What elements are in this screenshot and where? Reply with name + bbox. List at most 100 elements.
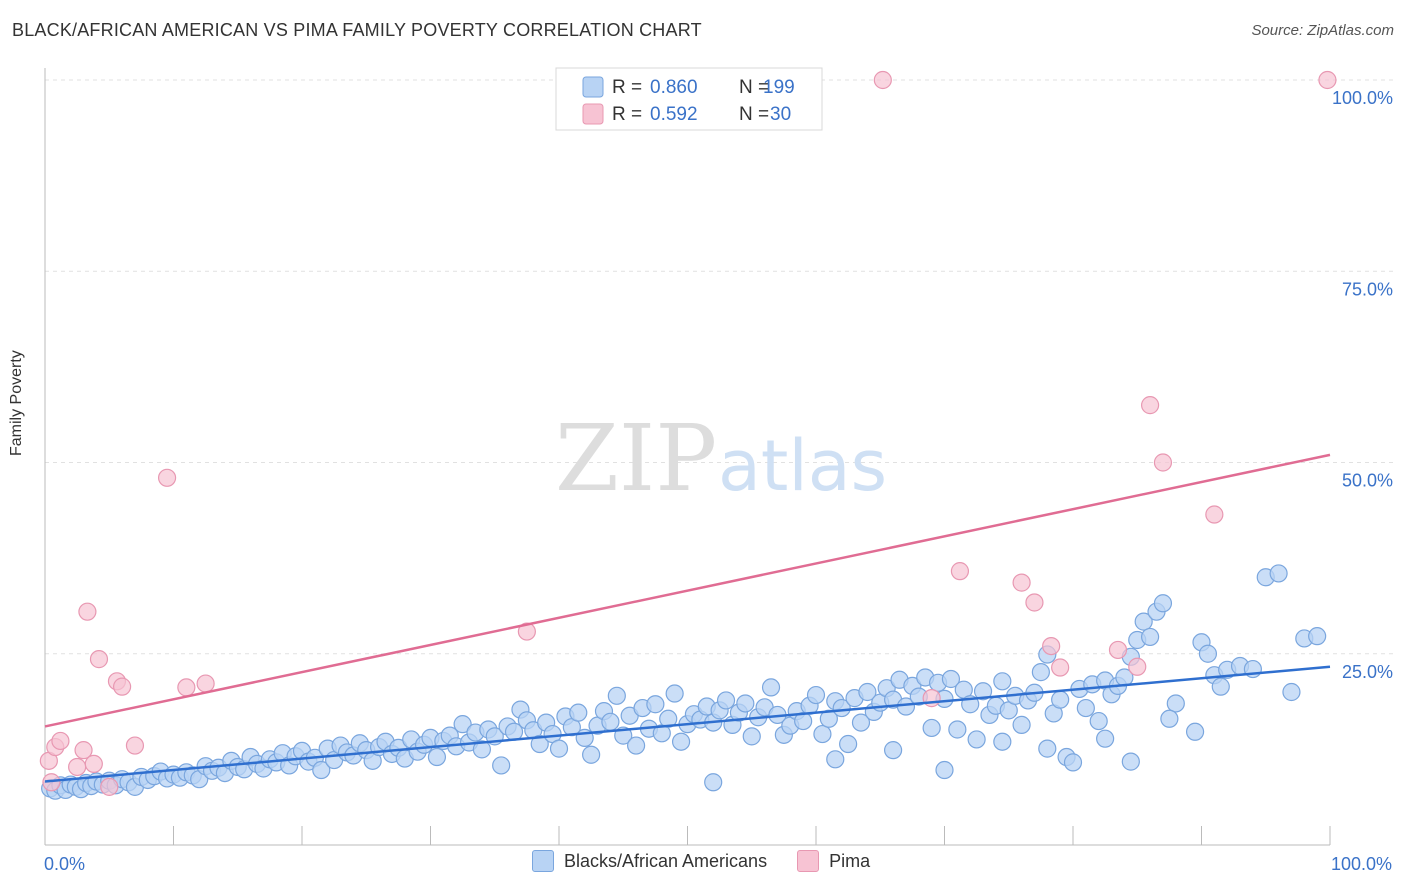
pima-point (68, 757, 87, 777)
blacks-trend-line (44, 665, 1331, 783)
watermark-atlas: atlas (718, 425, 887, 507)
blacks-point (530, 734, 549, 754)
blacks-point (1166, 694, 1185, 713)
blacks-point (1160, 709, 1179, 728)
blacks-point (761, 678, 781, 697)
pima-point (100, 777, 119, 796)
pima-point (1318, 70, 1337, 90)
blacks-point (1038, 739, 1057, 758)
legend-swatch-pink (582, 103, 604, 125)
y-tick-label-3: 100.0% (1332, 88, 1393, 108)
pima-point (1025, 593, 1044, 612)
blacks-point (967, 730, 986, 749)
blacks-point (839, 734, 858, 754)
blacks-point (1012, 715, 1031, 734)
grid-lines (45, 79, 1395, 655)
pima-point (177, 678, 196, 697)
blacks-point (453, 715, 472, 734)
legend-r-label-2: R = (612, 104, 642, 125)
blacks-point (1185, 722, 1205, 741)
blacks-point (716, 691, 736, 710)
x-tick-label-min: 0.0% (44, 854, 85, 874)
pima-point (517, 622, 536, 641)
legend-r-value-1: 0.860 (650, 77, 698, 98)
blacks-point (582, 745, 601, 764)
pima-point (42, 773, 61, 792)
blacks-point (935, 760, 954, 780)
blacks-point (1096, 729, 1115, 748)
legend-n-value-2: 30 (770, 104, 791, 125)
blacks-point (601, 712, 620, 731)
x-tick-label-max: 100.0% (1331, 854, 1392, 874)
pima-point (78, 602, 97, 621)
legend-swatch-blacks (532, 850, 554, 872)
legend-swatch-blue (582, 76, 604, 98)
pima-trend-line (44, 453, 1331, 728)
y-tick-labels: 25.0% 50.0% 75.0% 100.0% (1332, 88, 1393, 682)
x-tick-labels: 0.0% 100.0% (44, 854, 1392, 874)
legend-swatch-pima (797, 850, 820, 872)
blacks-point (1153, 594, 1173, 613)
blacks-point (973, 682, 993, 701)
pima-point (196, 674, 215, 693)
legend-r-value-2: 0.592 (650, 104, 698, 125)
pima-point (873, 70, 892, 90)
blacks-point (742, 727, 761, 746)
pima-point (125, 736, 145, 755)
blacks-point (858, 682, 877, 702)
blacks-point (993, 672, 1012, 691)
watermark-zip: ZIP (555, 405, 717, 512)
blacks-point (569, 703, 588, 722)
pima-point (1205, 505, 1224, 524)
pima-point (1153, 453, 1173, 472)
legend-r-label-1: R = (612, 77, 642, 98)
blacks-point (993, 732, 1012, 751)
pima-point (112, 677, 132, 696)
blacks-point (851, 713, 871, 732)
blacks-point (736, 694, 755, 713)
legend-label-blacks: Blacks/African Americans (564, 850, 768, 871)
pima-point (74, 741, 93, 760)
blacks-point (607, 686, 626, 705)
blacks-point (1140, 627, 1160, 647)
blacks-point (671, 732, 691, 751)
pima-point (84, 754, 103, 774)
pima-point (1051, 658, 1070, 677)
pima-point (89, 650, 109, 669)
blacks-point (472, 740, 491, 759)
blacks-point (883, 741, 903, 760)
blacks-point (1076, 698, 1095, 718)
blacks-point (922, 718, 941, 738)
legend-item-blacks[interactable]: Blacks/African Americans (532, 850, 767, 872)
blacks-point (1198, 644, 1218, 663)
blacks-point (1211, 677, 1230, 696)
blacks-point (492, 756, 511, 775)
bottom-legend: Blacks/African Americans Pima (532, 850, 900, 872)
blacks-point (1051, 690, 1070, 709)
pima-point (157, 468, 177, 487)
trend-lines (44, 453, 1331, 783)
legend-item-pima[interactable]: Pima (797, 850, 870, 872)
blacks-point (312, 760, 331, 780)
blacks-point (665, 684, 684, 703)
blacks-point (1282, 682, 1301, 702)
chart-title: BLACK/AFRICAN AMERICAN VS PIMA FAMILY PO… (12, 20, 702, 40)
blacks-point (832, 698, 851, 718)
legend-box: R = 0.860 N = 199 R = 0.592 N = 30 (555, 67, 823, 131)
pima-point (1042, 636, 1061, 656)
blacks-point (813, 724, 832, 744)
y-tick-label-0: 25.0% (1342, 662, 1393, 682)
blacks-point (704, 773, 723, 792)
blacks-point (427, 747, 447, 767)
source-label: Source: ZipAtlas.com (1251, 22, 1394, 39)
blacks-point (1121, 752, 1140, 771)
blacks-point (826, 750, 845, 769)
blacks-point (646, 695, 665, 714)
blacks-point (626, 736, 646, 755)
blacks-point (549, 739, 569, 758)
blacks-point (1269, 564, 1288, 583)
blacks-point (1089, 711, 1108, 731)
x-axis-ticks (44, 826, 1331, 845)
blacks-point (1031, 663, 1050, 682)
